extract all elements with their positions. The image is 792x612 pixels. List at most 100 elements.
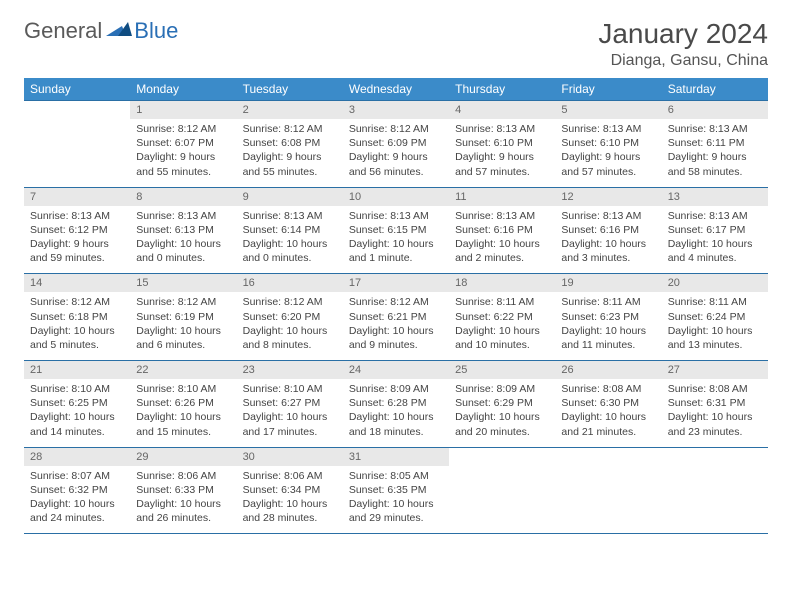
sunset-text: Sunset: 6:07 PM [136,136,230,150]
weekday-header: Thursday [449,78,555,101]
calendar-day-cell: 10Sunrise: 8:13 AMSunset: 6:15 PMDayligh… [343,187,449,274]
calendar-day-cell: 25Sunrise: 8:09 AMSunset: 6:29 PMDayligh… [449,361,555,448]
day-number: 22 [130,361,236,379]
sunrise-text: Sunrise: 8:12 AM [349,295,443,309]
daylight-text: Daylight: 10 hours and 4 minutes. [668,237,762,265]
day-number: 14 [24,274,130,292]
day-details: Sunrise: 8:13 AMSunset: 6:17 PMDaylight:… [662,206,768,274]
daylight-text: Daylight: 10 hours and 6 minutes. [136,324,230,352]
day-number: 20 [662,274,768,292]
day-number: 13 [662,188,768,206]
day-number: 28 [24,448,130,466]
sunrise-text: Sunrise: 8:13 AM [30,209,124,223]
sunset-text: Sunset: 6:25 PM [30,396,124,410]
brand-mark-icon [106,20,132,43]
day-number: 27 [662,361,768,379]
day-number: 11 [449,188,555,206]
daylight-text: Daylight: 10 hours and 26 minutes. [136,497,230,525]
day-details: Sunrise: 8:12 AMSunset: 6:09 PMDaylight:… [343,119,449,187]
daylight-text: Daylight: 10 hours and 13 minutes. [668,324,762,352]
day-details: Sunrise: 8:13 AMSunset: 6:12 PMDaylight:… [24,206,130,274]
daylight-text: Daylight: 10 hours and 14 minutes. [30,410,124,438]
weekday-header: Saturday [662,78,768,101]
calendar-day-cell: 23Sunrise: 8:10 AMSunset: 6:27 PMDayligh… [237,361,343,448]
daylight-text: Daylight: 10 hours and 15 minutes. [136,410,230,438]
sunset-text: Sunset: 6:18 PM [30,310,124,324]
sunset-text: Sunset: 6:31 PM [668,396,762,410]
sunrise-text: Sunrise: 8:13 AM [561,209,655,223]
sunrise-text: Sunrise: 8:05 AM [349,469,443,483]
daylight-text: Daylight: 10 hours and 3 minutes. [561,237,655,265]
sunset-text: Sunset: 6:11 PM [668,136,762,150]
day-details: Sunrise: 8:07 AMSunset: 6:32 PMDaylight:… [24,466,130,534]
day-details: Sunrise: 8:13 AMSunset: 6:10 PMDaylight:… [555,119,661,187]
sunset-text: Sunset: 6:12 PM [30,223,124,237]
day-details: Sunrise: 8:13 AMSunset: 6:11 PMDaylight:… [662,119,768,187]
sunrise-text: Sunrise: 8:10 AM [243,382,337,396]
day-details: Sunrise: 8:08 AMSunset: 6:30 PMDaylight:… [555,379,661,447]
sunset-text: Sunset: 6:19 PM [136,310,230,324]
sunrise-text: Sunrise: 8:12 AM [349,122,443,136]
daylight-text: Daylight: 10 hours and 18 minutes. [349,410,443,438]
day-number: 26 [555,361,661,379]
sunset-text: Sunset: 6:27 PM [243,396,337,410]
calendar-day-cell: 17Sunrise: 8:12 AMSunset: 6:21 PMDayligh… [343,274,449,361]
calendar-body: 1Sunrise: 8:12 AMSunset: 6:07 PMDaylight… [24,101,768,534]
calendar-day-cell: 3Sunrise: 8:12 AMSunset: 6:09 PMDaylight… [343,101,449,188]
day-details: Sunrise: 8:09 AMSunset: 6:29 PMDaylight:… [449,379,555,447]
daylight-text: Daylight: 10 hours and 2 minutes. [455,237,549,265]
sunset-text: Sunset: 6:21 PM [349,310,443,324]
sunrise-text: Sunrise: 8:09 AM [455,382,549,396]
calendar-day-cell: 19Sunrise: 8:11 AMSunset: 6:23 PMDayligh… [555,274,661,361]
calendar-day-cell: 11Sunrise: 8:13 AMSunset: 6:16 PMDayligh… [449,187,555,274]
sunset-text: Sunset: 6:15 PM [349,223,443,237]
daylight-text: Daylight: 10 hours and 10 minutes. [455,324,549,352]
calendar-week-row: 14Sunrise: 8:12 AMSunset: 6:18 PMDayligh… [24,274,768,361]
day-details: Sunrise: 8:12 AMSunset: 6:18 PMDaylight:… [24,292,130,360]
sunrise-text: Sunrise: 8:12 AM [136,122,230,136]
sunrise-text: Sunrise: 8:11 AM [561,295,655,309]
daylight-text: Daylight: 9 hours and 57 minutes. [561,150,655,178]
calendar-day-cell: 4Sunrise: 8:13 AMSunset: 6:10 PMDaylight… [449,101,555,188]
calendar-day-cell: 15Sunrise: 8:12 AMSunset: 6:19 PMDayligh… [130,274,236,361]
day-number: 24 [343,361,449,379]
day-details: Sunrise: 8:12 AMSunset: 6:08 PMDaylight:… [237,119,343,187]
sunrise-text: Sunrise: 8:09 AM [349,382,443,396]
weekday-header: Friday [555,78,661,101]
sunset-text: Sunset: 6:22 PM [455,310,549,324]
calendar-week-row: 28Sunrise: 8:07 AMSunset: 6:32 PMDayligh… [24,447,768,534]
day-details: Sunrise: 8:12 AMSunset: 6:07 PMDaylight:… [130,119,236,187]
day-number: 4 [449,101,555,119]
sunrise-text: Sunrise: 8:13 AM [243,209,337,223]
brand-part2: Blue [134,18,178,44]
calendar-day-cell: 6Sunrise: 8:13 AMSunset: 6:11 PMDaylight… [662,101,768,188]
calendar-day-cell: 14Sunrise: 8:12 AMSunset: 6:18 PMDayligh… [24,274,130,361]
calendar-day-cell: 28Sunrise: 8:07 AMSunset: 6:32 PMDayligh… [24,447,130,534]
sunset-text: Sunset: 6:20 PM [243,310,337,324]
day-number: 9 [237,188,343,206]
calendar-day-cell: 7Sunrise: 8:13 AMSunset: 6:12 PMDaylight… [24,187,130,274]
day-details: Sunrise: 8:10 AMSunset: 6:27 PMDaylight:… [237,379,343,447]
sunset-text: Sunset: 6:23 PM [561,310,655,324]
day-number: 18 [449,274,555,292]
day-details: Sunrise: 8:12 AMSunset: 6:20 PMDaylight:… [237,292,343,360]
calendar-day-cell: 8Sunrise: 8:13 AMSunset: 6:13 PMDaylight… [130,187,236,274]
sunrise-text: Sunrise: 8:13 AM [349,209,443,223]
month-title: January 2024 [598,18,768,50]
daylight-text: Daylight: 10 hours and 5 minutes. [30,324,124,352]
calendar-day-cell: 1Sunrise: 8:12 AMSunset: 6:07 PMDaylight… [130,101,236,188]
brand-logo: General Blue [24,18,178,44]
day-details: Sunrise: 8:12 AMSunset: 6:21 PMDaylight:… [343,292,449,360]
day-details: Sunrise: 8:10 AMSunset: 6:25 PMDaylight:… [24,379,130,447]
daylight-text: Daylight: 10 hours and 8 minutes. [243,324,337,352]
calendar-day-cell: 22Sunrise: 8:10 AMSunset: 6:26 PMDayligh… [130,361,236,448]
sunset-text: Sunset: 6:14 PM [243,223,337,237]
sunrise-text: Sunrise: 8:06 AM [136,469,230,483]
calendar-day-cell: 5Sunrise: 8:13 AMSunset: 6:10 PMDaylight… [555,101,661,188]
daylight-text: Daylight: 9 hours and 59 minutes. [30,237,124,265]
weekday-header: Monday [130,78,236,101]
sunrise-text: Sunrise: 8:13 AM [668,209,762,223]
calendar-day-cell: 16Sunrise: 8:12 AMSunset: 6:20 PMDayligh… [237,274,343,361]
daylight-text: Daylight: 10 hours and 9 minutes. [349,324,443,352]
sunrise-text: Sunrise: 8:13 AM [668,122,762,136]
